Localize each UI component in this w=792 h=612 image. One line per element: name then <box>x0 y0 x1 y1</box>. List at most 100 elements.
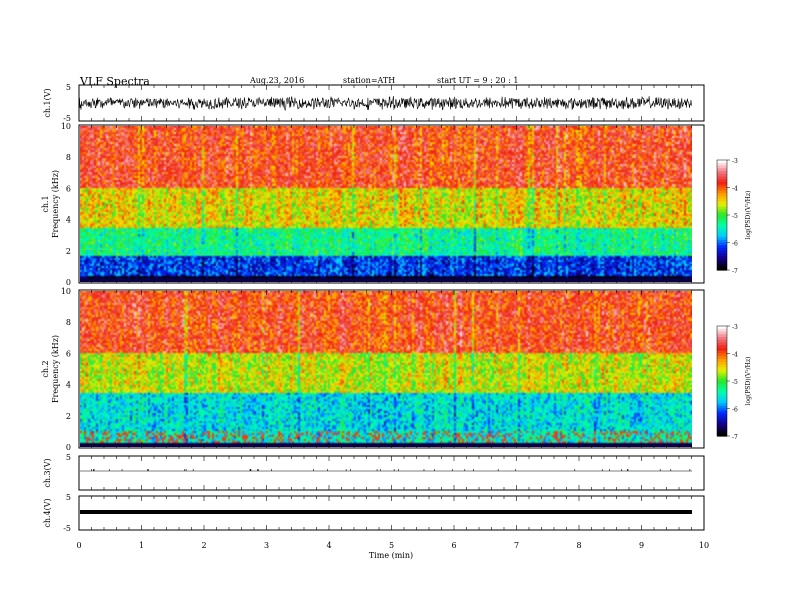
colorbar2-segment <box>717 339 727 344</box>
colorbar1-segment <box>717 242 727 246</box>
colorbar2-segment <box>717 328 727 333</box>
colorbar1-segment <box>717 179 727 183</box>
colorbar1-segment <box>717 256 727 260</box>
colorbar1-tick-label: -6 <box>732 241 738 248</box>
colorbar1-segment <box>717 237 727 241</box>
x-tick-label: 2 <box>201 541 206 550</box>
colorbar2-segment <box>717 430 727 434</box>
ch3-ylabel: ch.3(V) <box>43 458 52 487</box>
colorbar1-segment <box>717 173 727 178</box>
colorbar2-segment <box>717 337 727 341</box>
colorbar1-segment <box>717 217 727 222</box>
colorbar2-tick-label: -6 <box>732 407 738 414</box>
spec1-ytick-label: 10 <box>61 122 71 131</box>
figure-title: VLF Spectra <box>79 75 150 88</box>
ch1-spectrogram-image <box>80 126 692 282</box>
colorbar2-segment <box>717 345 727 349</box>
colorbar1-segment <box>717 190 727 194</box>
colorbar1-segment <box>717 261 727 266</box>
ch3-waveform-frame <box>78 455 705 491</box>
colorbar2-segment <box>717 397 727 401</box>
colorbar1-tick-label: -5 <box>732 213 738 220</box>
colorbar2-segment <box>717 350 727 355</box>
colorbar2-segment <box>717 378 727 382</box>
start-time-label: start UT = 9 : 20 : 1 <box>437 76 518 85</box>
x-tick-label: 6 <box>451 541 456 550</box>
x-axis-label: Time (min) <box>369 551 413 560</box>
x-tick-label: 10 <box>699 541 709 550</box>
colorbar2-segment <box>717 392 727 396</box>
colorbar1-segment <box>717 212 727 216</box>
colorbar2-segment <box>717 353 727 357</box>
colorbar1-segment <box>717 248 727 252</box>
colorbar1-segment <box>717 220 727 224</box>
x-tick-label: 4 <box>326 541 331 550</box>
colorbar2-segment <box>717 416 727 421</box>
colorbar2-segment <box>717 372 727 377</box>
colorbar2-segment <box>717 400 727 404</box>
colorbar1-segment <box>717 198 727 202</box>
colorbar2-tick-label: -4 <box>732 352 738 359</box>
ch4-ytick-label: 5 <box>66 493 71 502</box>
colorbar1-segment <box>717 228 727 233</box>
colorbar2-segment <box>717 408 727 412</box>
colorbar2-segment <box>717 419 727 423</box>
colorbar1-segment <box>717 259 727 263</box>
colorbar2-tick-label: -5 <box>732 379 738 386</box>
colorbar1-segment <box>717 226 727 230</box>
colorbar2-segment <box>717 394 727 399</box>
colorbar1-tick-label: -7 <box>732 268 738 275</box>
colorbar1-segment <box>717 223 727 227</box>
colorbar1-segment <box>717 250 727 255</box>
colorbar1-segment <box>717 160 727 164</box>
spec2-ytick-label: 6 <box>66 349 71 358</box>
colorbar1-tick-label: -3 <box>732 158 738 165</box>
colorbar2-segment <box>717 425 727 429</box>
colorbar2-segment <box>717 331 727 335</box>
colorbar2-segment <box>717 386 727 390</box>
spec2-ylabel-frequency: Frequency (kHz) <box>51 335 60 403</box>
colorbar2-segment <box>717 364 727 368</box>
colorbar1-segment <box>717 162 727 167</box>
spec1-ytick-label: 6 <box>66 184 71 193</box>
ch3-ytick-label: 5 <box>66 453 71 462</box>
colorbar1-segment <box>717 206 727 211</box>
colorbar1-segment <box>717 267 727 271</box>
colorbar1-segment <box>717 176 727 180</box>
colorbar2-segment <box>717 361 727 366</box>
colorbar1-segment <box>717 264 727 268</box>
colorbar2-segment <box>717 411 727 415</box>
colorbar1-segment <box>717 171 727 175</box>
ch2-spectrogram-image <box>80 291 692 447</box>
station-label: station=ATH <box>343 76 395 85</box>
colorbar1-segment <box>717 234 727 238</box>
x-tick-label: 0 <box>76 541 81 550</box>
ch1-ytick-label: -5 <box>63 114 71 123</box>
colorbar1-segment <box>717 193 727 197</box>
colorbar2-label: log(PSD)(V²/Hz) <box>745 357 752 406</box>
spec1-ylabel-frequency: Frequency (kHz) <box>51 170 60 238</box>
spec1-ytick-label: 4 <box>66 216 71 225</box>
colorbar2-segment <box>717 375 727 379</box>
ch1-ytick-label: 5 <box>66 83 71 92</box>
colorbar1-segment <box>717 184 727 189</box>
x-tick-label: 5 <box>389 541 394 550</box>
x-tick-label: 3 <box>264 541 269 550</box>
colorbar2-segment <box>717 389 727 393</box>
spec2-ytick-label: 2 <box>66 412 71 421</box>
colorbar2-segment <box>717 427 727 432</box>
colorbar2-segment <box>717 383 727 388</box>
ch4-ylabel: ch.4(V) <box>43 498 52 527</box>
spec2-ytick-label: 8 <box>66 318 71 327</box>
x-tick-label: 8 <box>576 541 581 550</box>
ch4-ytick-label: -5 <box>63 524 71 533</box>
colorbar1-tick-label: -4 <box>732 186 738 193</box>
colorbar2-segment <box>717 403 727 407</box>
spec1-ylabel-channel: ch.1 <box>41 195 50 212</box>
colorbar1-segment <box>717 215 727 219</box>
ch1-waveform-trace <box>78 95 692 112</box>
colorbar2-segment <box>717 348 727 352</box>
spec1-ytick-label: 2 <box>66 247 71 256</box>
colorbar1-segment <box>717 209 727 213</box>
